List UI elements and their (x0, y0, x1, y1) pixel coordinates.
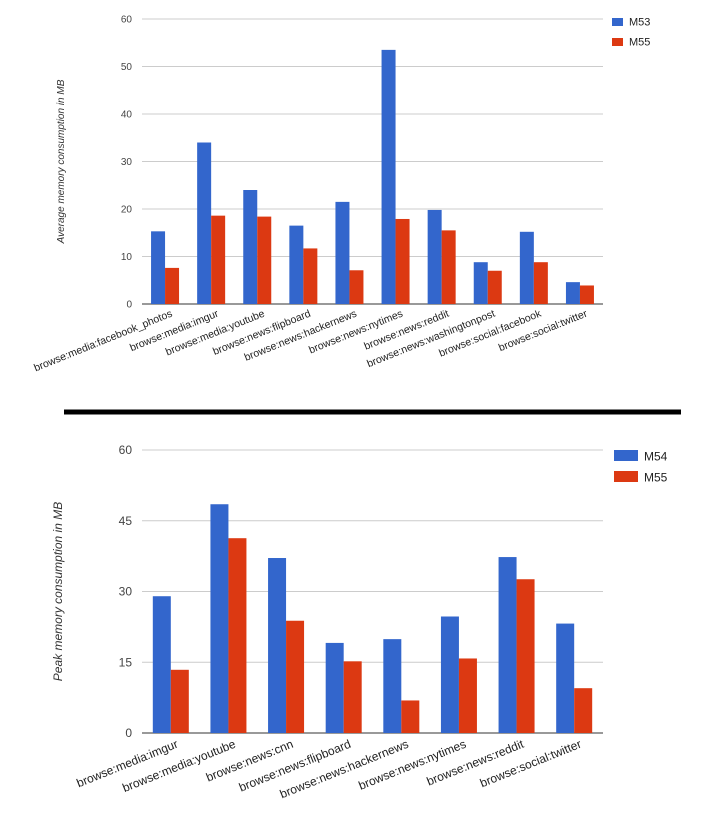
x-category-label: browse:social:twitter (478, 737, 583, 790)
bar-m55-9 (579, 285, 594, 304)
bar-m55-7 (487, 270, 502, 304)
y-tick-label: 45 (119, 514, 133, 528)
y-tick-label: 10 (121, 252, 133, 263)
bar-m54-5 (440, 616, 459, 733)
y-axis-label: Peak memory consumption in MB (51, 502, 65, 681)
bar-m54-6 (498, 557, 517, 733)
bar-m55-0 (165, 267, 180, 304)
bar-m53-9 (565, 282, 580, 304)
bar-m55-1 (211, 215, 226, 304)
bar-m54-7 (556, 623, 575, 733)
bar-m55-6 (516, 579, 535, 733)
bar-m55-2 (286, 620, 305, 733)
legend-swatch (612, 38, 623, 46)
bar-m55-5 (395, 218, 410, 304)
bar-m55-7 (574, 688, 593, 733)
y-tick-label: 30 (121, 157, 133, 168)
bar-m54-4 (383, 639, 402, 733)
bar-m53-5 (381, 49, 396, 304)
bar-m54-1 (210, 504, 229, 733)
bar-m55-3 (303, 248, 318, 304)
bar-m53-3 (289, 225, 304, 304)
y-tick-label: 0 (125, 726, 132, 740)
legend-label: M55 (629, 37, 650, 49)
bar-m55-8 (533, 262, 548, 304)
bar-m53-2 (243, 190, 258, 304)
legend-swatch (614, 450, 638, 461)
peak-memory-chart: 0 15 30 45 60 Peak memory consumption in MB br… (51, 443, 668, 801)
bar-m53-1 (197, 142, 212, 304)
bar-m55-4 (401, 700, 420, 733)
bar-m55-5 (458, 658, 477, 733)
bar-m55-3 (343, 661, 362, 733)
bar-m53-7 (473, 262, 488, 304)
legend-label: M54 (644, 450, 668, 464)
y-tick-label: 30 (119, 585, 133, 599)
bar-m54-2 (268, 558, 287, 733)
bar-m53-0 (151, 231, 166, 304)
bar-m53-8 (519, 231, 534, 304)
x-category-label: browse:news:reddit (425, 737, 527, 789)
bar-m55-1 (228, 538, 247, 733)
y-tick-label: 60 (119, 443, 133, 457)
y-tick-label: 15 (119, 655, 133, 669)
y-tick-label: 0 (126, 300, 132, 311)
average-memory-chart: 0 10 20 30 40 50 60 Average memory consumption … (32, 15, 650, 375)
bar-m55-6 (441, 230, 456, 304)
bar-m53-6 (427, 209, 442, 304)
legend-label: M55 (644, 471, 668, 485)
bar-m55-0 (170, 669, 189, 733)
y-axis-label: Average memory consumption in MB (56, 79, 67, 244)
bar-m55-4 (349, 270, 364, 304)
legend-swatch (614, 471, 638, 482)
bar-m54-3 (325, 642, 344, 733)
y-tick-label: 60 (121, 15, 133, 26)
y-tick-label: 40 (121, 110, 133, 121)
bar-m53-4 (335, 201, 350, 304)
bar-m54-0 (152, 596, 171, 733)
y-tick-label: 20 (121, 205, 133, 216)
legend-label: M53 (629, 17, 650, 29)
y-tick-label: 50 (121, 62, 133, 73)
legend-swatch (612, 18, 623, 26)
bar-m55-2 (257, 216, 272, 304)
